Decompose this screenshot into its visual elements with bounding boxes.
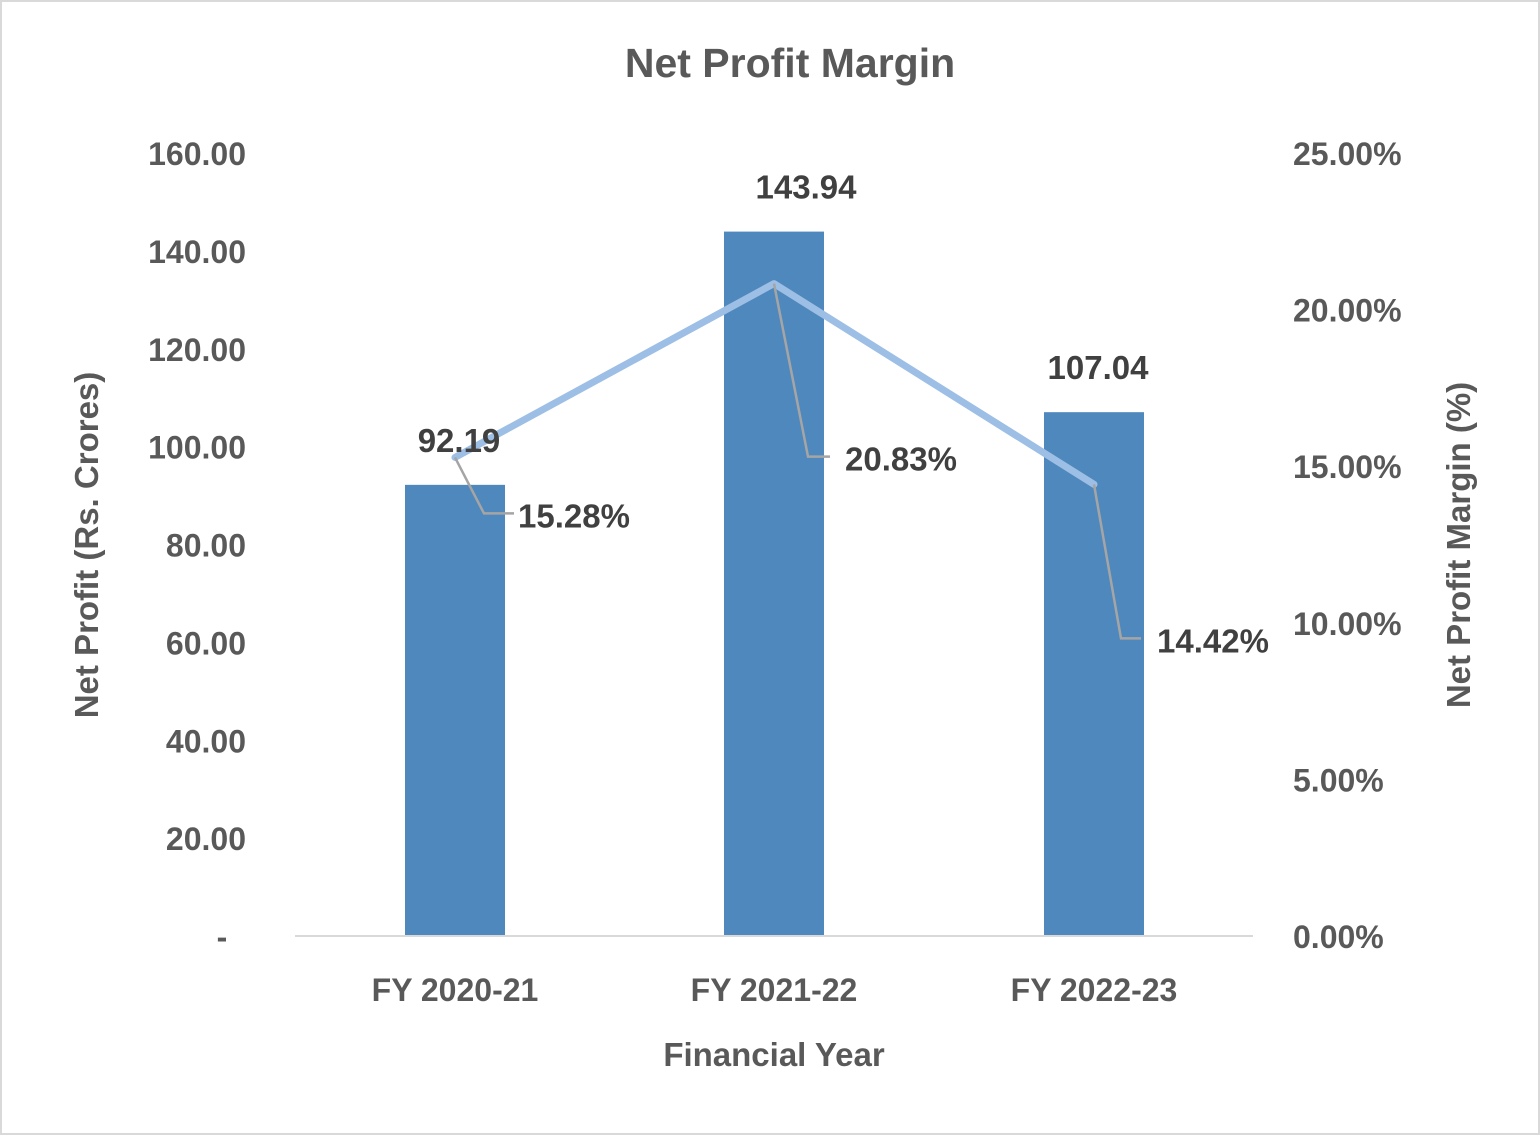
y-tick-label: 100.00 (148, 430, 246, 466)
y-tick-label: 140.00 (148, 234, 246, 270)
chart-title: Net Profit Margin (625, 40, 955, 86)
leader-line (453, 456, 514, 515)
y-tick-label: - (217, 919, 228, 955)
y2-tick-label: 5.00% (1293, 762, 1384, 798)
x-tick-label: FY 2022-23 (1011, 972, 1178, 1008)
y-tick-label: 40.00 (166, 723, 246, 759)
y2-tick-label: 15.00% (1293, 449, 1402, 485)
line-data-label: 15.28% (518, 497, 630, 534)
y-tick-label: 160.00 (148, 136, 246, 172)
y2-tick-label: 25.00% (1293, 136, 1402, 172)
y-tick-label: 20.00 (166, 821, 246, 857)
y2-axis-title: Net Profit Margin (%) (1440, 382, 1477, 708)
y2-tick-label: 20.00% (1293, 293, 1402, 329)
x-axis-title: Financial Year (663, 1036, 885, 1073)
y2-tick-label: 0.00% (1293, 919, 1384, 955)
bar-data-label: 92.19 (418, 422, 501, 459)
y-axis-title: Net Profit (Rs. Crores) (68, 372, 105, 719)
bar (405, 484, 505, 936)
bar-data-label: 143.94 (756, 169, 858, 206)
leader-line (1092, 484, 1141, 640)
y-tick-label: 120.00 (148, 332, 246, 368)
x-tick-label: FY 2021-22 (691, 972, 858, 1008)
bar-data-label: 107.04 (1048, 349, 1150, 386)
bar (724, 231, 824, 936)
y2-tick-label: 10.00% (1293, 606, 1402, 642)
x-tick-label: FY 2020-21 (372, 972, 539, 1008)
bar (1044, 412, 1144, 937)
line-data-label: 14.42% (1157, 622, 1269, 659)
y-tick-label: 60.00 (166, 625, 246, 661)
leader-line (772, 283, 830, 458)
y-tick-label: 80.00 (166, 528, 246, 564)
line-data-label: 20.83% (845, 441, 957, 478)
